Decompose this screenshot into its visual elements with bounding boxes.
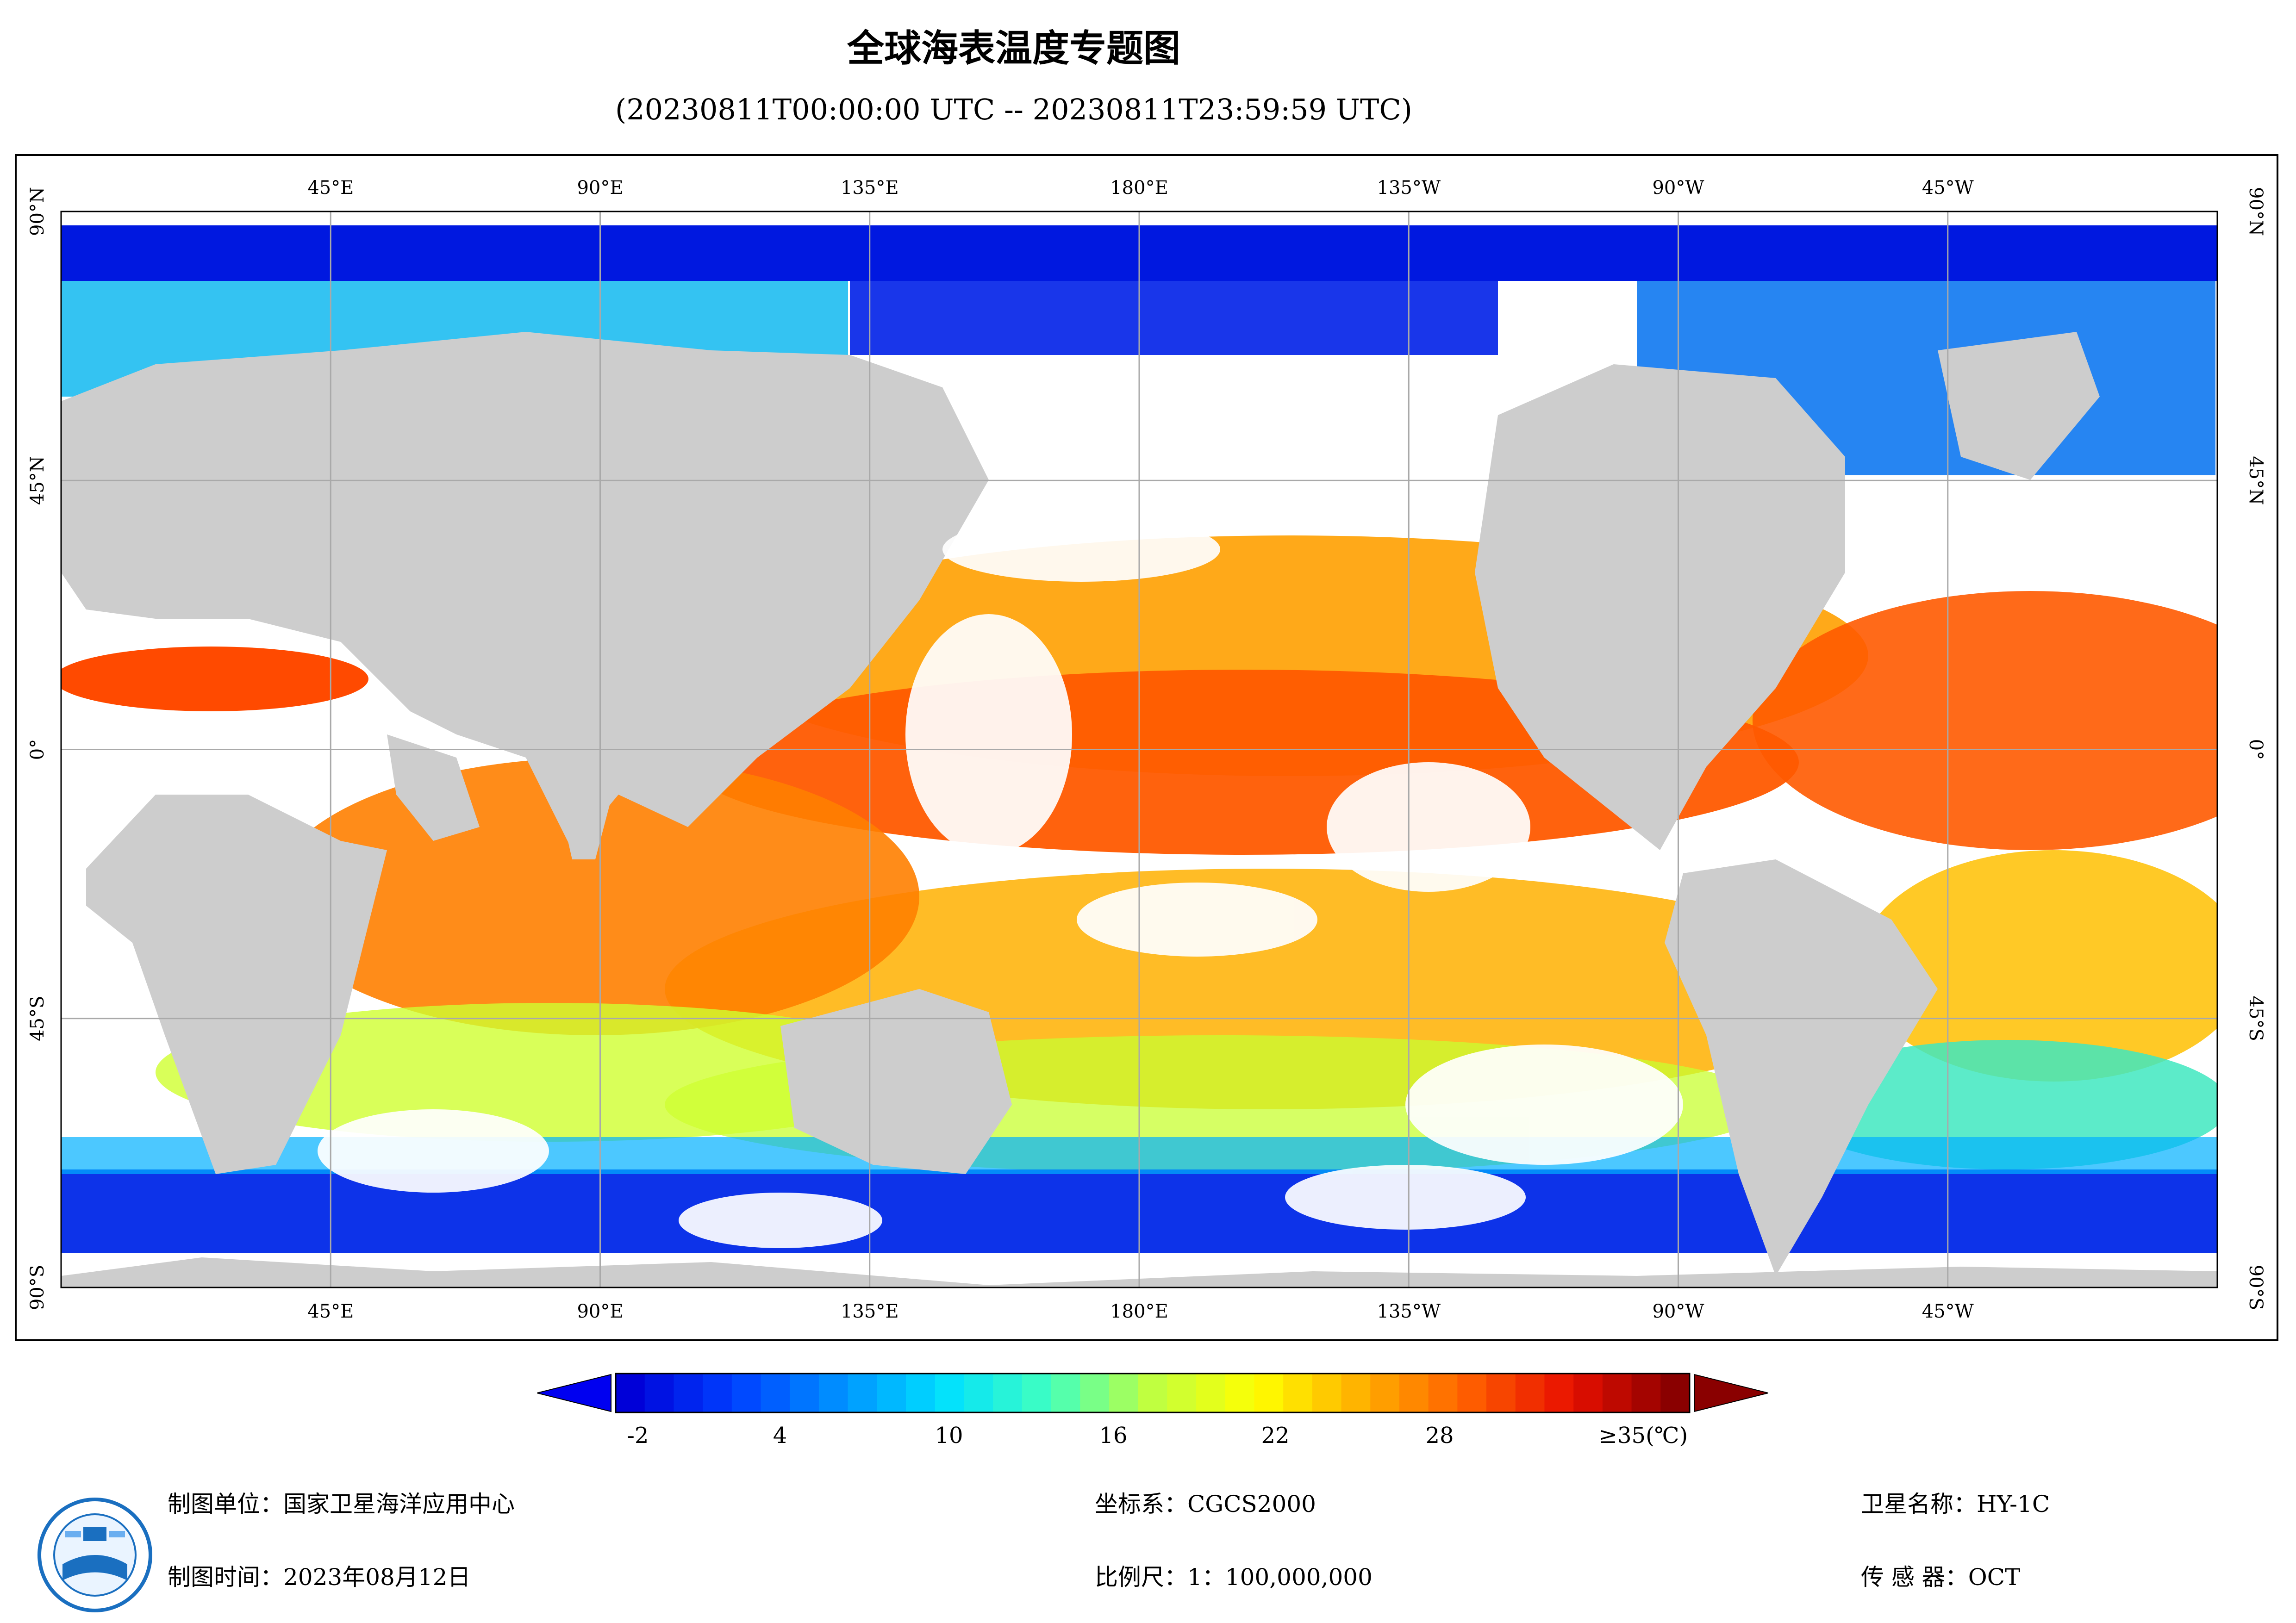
lat-label-right: 0°: [2245, 739, 2266, 760]
colorbar-cell: [935, 1374, 964, 1412]
lat-label-right: 45°N: [2245, 456, 2266, 505]
colorbar-cell: [1341, 1374, 1371, 1412]
colorbar-cell: [1660, 1374, 1690, 1412]
coordinate-system: 坐标系：CGCS2000: [1095, 1491, 1316, 1517]
map-unit: 制图单位：国家卫星海洋应用中心: [168, 1491, 515, 1517]
colorbar-tick-label: 28: [1425, 1423, 1454, 1449]
colorbar-max-arrow: [1694, 1374, 1768, 1412]
lat-label-left: 0°: [27, 739, 48, 760]
lon-label-top: 135°E: [841, 177, 899, 199]
lon-label-bottom: 135°E: [841, 1301, 899, 1322]
nsoas-logo-icon: [37, 1498, 152, 1612]
colorbar-cell: [1022, 1374, 1052, 1412]
colorbar-cell: [731, 1374, 761, 1412]
colorbar-cell: [1283, 1374, 1313, 1412]
colorbar-cell: [1254, 1374, 1284, 1412]
map-date: 制图时间：2023年08月12日: [168, 1564, 471, 1591]
colorbar-cell: [761, 1374, 790, 1412]
lon-label-top: 45°W: [1922, 177, 1974, 199]
cloud-layer: [318, 517, 1683, 1248]
lat-label-left: 90°S: [27, 1265, 48, 1310]
map-title: 全球海表温度专题图: [847, 27, 1180, 70]
colorbar-cell: [848, 1374, 877, 1412]
sensor-name: 传 感 器：OCT: [1861, 1564, 2021, 1591]
map-border: [60, 211, 2218, 1288]
colorbar-cell: [1515, 1374, 1545, 1412]
colorbar-cells: [615, 1373, 1691, 1413]
lon-label-top: 45°E: [307, 177, 354, 199]
satellite-name: 卫星名称：HY-1C: [1861, 1491, 2050, 1517]
map-scale: 比例尺：1：100,000,000: [1095, 1564, 1373, 1591]
colorbar-cell: [1486, 1374, 1516, 1412]
colorbar-cell: [1080, 1374, 1110, 1412]
colorbar-cell: [993, 1374, 1023, 1412]
colorbar-tick-label: 16: [1099, 1423, 1128, 1449]
colorbar-cell: [1457, 1374, 1487, 1412]
lon-label-bottom: 90°W: [1652, 1301, 1704, 1322]
colorbar-cell: [1051, 1374, 1080, 1412]
map-time-range: (20230811T00:00:00 UTC -- 20230811T23:59…: [615, 93, 1412, 126]
lat-label-left: 45°S: [27, 996, 48, 1041]
colorbar-tick-label: -2: [627, 1423, 649, 1449]
colorbar-cell: [1196, 1374, 1226, 1412]
lon-label-top: 180°E: [1110, 177, 1168, 199]
lon-label-bottom: 45°E: [307, 1301, 354, 1322]
colorbar-cell: [790, 1374, 819, 1412]
colorbar-max-label: ≥35(℃): [1598, 1423, 1688, 1449]
lon-label-top: 90°E: [577, 177, 623, 199]
map-frame: 45°E 90°E 135°E 180°E 135°W 90°W 45°W 45°E 90°E 1…: [15, 154, 2278, 1341]
colorbar-cell: [1312, 1374, 1342, 1412]
colorbar-cell: [877, 1374, 906, 1412]
colorbar-cell: [964, 1374, 993, 1412]
colorbar-cell: [1167, 1374, 1197, 1412]
colorbar-cell: [1370, 1374, 1400, 1412]
colorbar-cell: [1544, 1374, 1574, 1412]
colorbar-cell: [1225, 1374, 1254, 1412]
colorbar-tick-label: 4: [773, 1423, 787, 1449]
lon-label-top: 90°W: [1652, 177, 1704, 199]
lat-label-left: 45°N: [27, 456, 48, 505]
colorbar-min-arrow: [537, 1374, 611, 1412]
colorbar-cell: [818, 1374, 849, 1412]
colorbar-cell: [703, 1374, 732, 1412]
colorbar-cell: [674, 1374, 703, 1412]
colorbar-cell: [1138, 1374, 1167, 1412]
lon-label-bottom: 135°W: [1377, 1301, 1441, 1322]
lon-label-bottom: 45°W: [1922, 1301, 1974, 1322]
colorbar-cell: [1602, 1374, 1632, 1412]
colorbar-cell: [1631, 1374, 1661, 1412]
lat-label-left: 90°N: [27, 187, 48, 236]
lat-label-right: 45°S: [2245, 996, 2266, 1041]
colorbar-cell: [1399, 1374, 1429, 1412]
graticule: [61, 211, 2217, 1287]
lon-label-top: 135°W: [1377, 177, 1441, 199]
lon-label-bottom: 180°E: [1110, 1301, 1168, 1322]
sst-layer: [61, 225, 2217, 1287]
colorbar-cell: [644, 1374, 674, 1412]
lon-label-bottom: 90°E: [577, 1301, 623, 1322]
colorbar-tick-label: 10: [935, 1423, 963, 1449]
lat-label-right: 90°N: [2245, 187, 2266, 236]
sst-map: 45°E 90°E 135°E 180°E 135°W 90°W 45°W 45°E 90°E 1…: [27, 177, 2266, 1322]
colorbar-cell: [616, 1374, 645, 1412]
colorbar-cell: [1573, 1374, 1603, 1412]
colorbar-cell: [906, 1374, 936, 1412]
lat-label-right: 90°S: [2245, 1265, 2266, 1310]
colorbar-tick-label: 22: [1261, 1423, 1290, 1449]
colorbar-cell: [1428, 1374, 1458, 1412]
colorbar: [537, 1373, 1768, 1413]
colorbar-cell: [1109, 1374, 1139, 1412]
